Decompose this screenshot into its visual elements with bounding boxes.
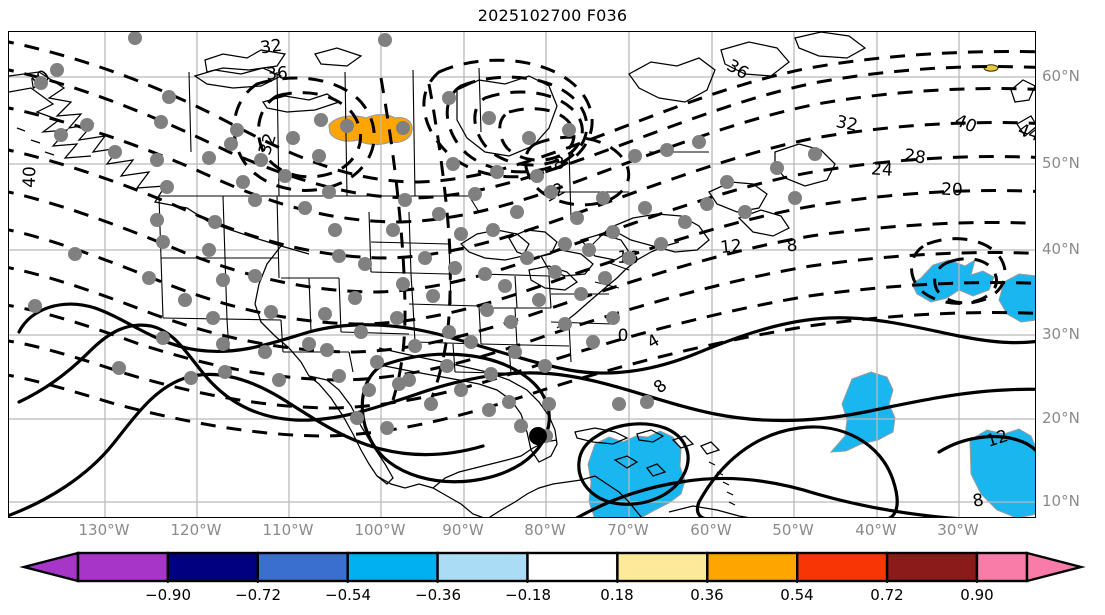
lon-tick-130w: 130°W [78,521,130,539]
lat-tick-30n: 30°N [1042,325,1080,343]
cb-cell-2 [256,551,349,583]
svg-text:8: 8 [554,154,565,174]
cb-tick-0.18: 0.18 [600,586,634,604]
cb-cell-6 [616,551,709,583]
cb-cell-1 [166,551,259,583]
cyan-anomaly-east-atlantic [998,273,1035,323]
svg-text:8: 8 [971,490,985,512]
cb-cell-0 [76,551,170,583]
svg-text:20: 20 [941,180,963,201]
cb-tick-0.90: 0.90 [960,586,994,604]
lon-tick-120w: 120°W [170,521,222,539]
colorbar-ticks [167,581,978,583]
cb-cell-10 [975,551,1029,583]
cb-tick--0.90: −0.90 [145,586,191,604]
contour-labels: 40 32 36 40 32 36 32 40 44 28 24 20 8 12 [20,36,1036,512]
svg-text:8: 8 [650,376,671,398]
svg-text:24: 24 [870,159,893,180]
cb-extend-high [1025,551,1086,583]
cb-tick--0.72: −0.72 [235,586,281,604]
svg-text:40: 40 [20,166,41,188]
lat-tick-50n: 50°N [1042,154,1080,172]
lat-tick-40n: 40°N [1042,240,1080,258]
cb-tick-0.36: 0.36 [690,586,724,604]
lon-tick-110w: 110°W [262,521,314,539]
cb-tick--0.36: −0.36 [415,586,461,604]
cb-tick-0.54: 0.54 [780,586,814,604]
colorbar[interactable] [8,551,1097,587]
svg-text:32: 32 [834,112,859,136]
svg-text:8: 8 [786,236,798,257]
cb-extend-low [19,551,80,583]
cb-cell-5 [526,551,619,583]
cb-tick--0.54: −0.54 [325,586,371,604]
cb-cell-3 [346,551,439,583]
station-markers[interactable] [28,32,822,435]
svg-text:36: 36 [266,63,289,84]
svg-text:28: 28 [903,146,927,169]
map-panel[interactable]: 40 32 36 40 32 36 32 40 44 28 24 20 8 12 [8,31,1036,518]
svg-text:12: 12 [719,236,743,258]
cb-cell-7 [706,551,799,583]
cb-tick--0.18: −0.18 [505,586,551,604]
lon-tick-60w: 60°W [690,521,732,539]
colorbar-swatches [19,551,1086,583]
svg-text:36: 36 [723,56,752,84]
cb-cell-9 [885,551,979,583]
lon-tick-70w: 70°W [607,521,649,539]
lon-tick-50w: 50°W [772,521,814,539]
svg-text:32: 32 [259,36,283,59]
lat-tick-20n: 20°N [1042,409,1080,427]
lon-tick-100w: 100°W [354,521,406,539]
svg-text:44: 44 [1015,120,1036,146]
cb-cell-4 [436,551,529,583]
lat-tick-10n: 10°N [1042,492,1080,510]
svg-text:40: 40 [952,110,980,137]
lon-tick-90w: 90°W [442,521,484,539]
page-title: 2025102700 F036 [477,6,628,25]
colorbar-body [19,551,1086,583]
map-frame: 40 32 36 40 32 36 32 40 44 28 24 20 8 12 [8,31,1036,518]
cyan-anomaly-southeast-atlantic [969,428,1035,517]
map-canvas: 40 32 36 40 32 36 32 40 44 28 24 20 8 12 [9,32,1036,517]
lon-tick-30w: 30°W [937,521,979,539]
lon-tick-80w: 80°W [524,521,566,539]
svg-text:0: 0 [618,326,629,346]
highlight-station-marker[interactable] [529,427,553,445]
lat-tick-60n: 60°N [1042,67,1080,85]
cb-tick-0.72: 0.72 [870,586,904,604]
cyan-anomaly-west-atlantic [911,258,995,303]
cb-cell-8 [796,551,889,583]
svg-text:4: 4 [644,330,663,353]
lon-tick-40w: 40°W [855,521,897,539]
